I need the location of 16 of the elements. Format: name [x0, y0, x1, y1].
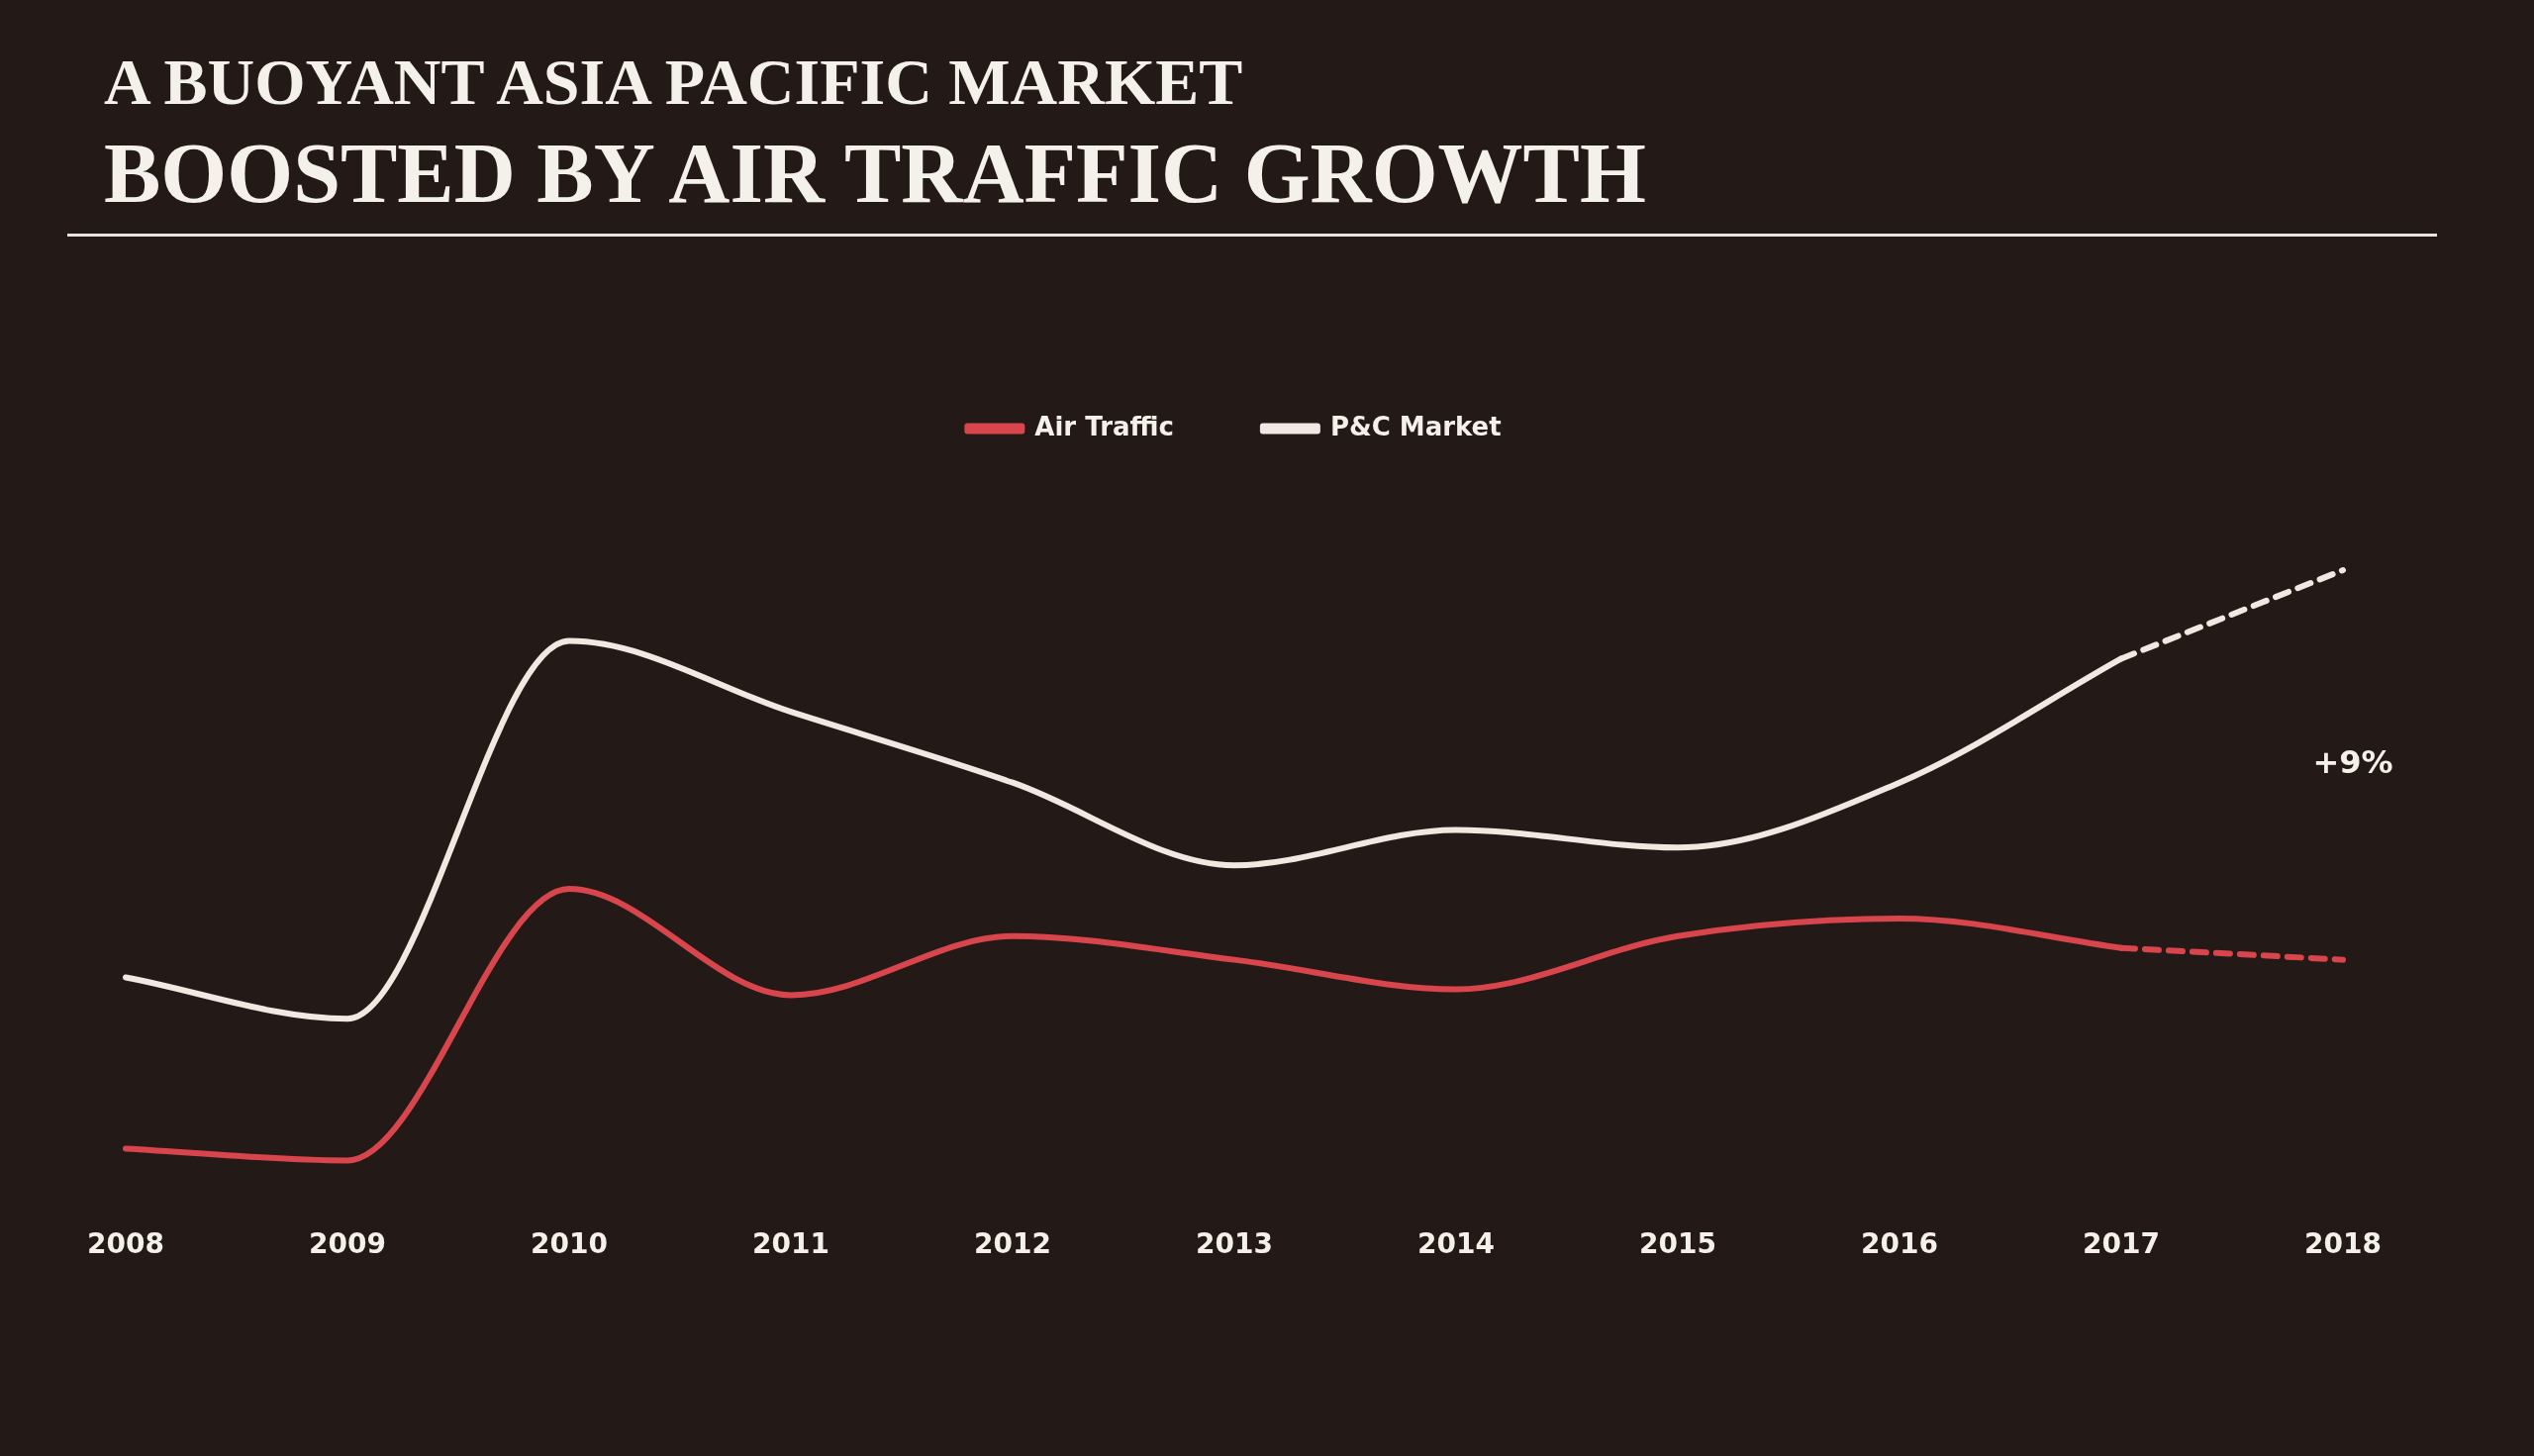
x-tick-label: 2016: [1861, 1227, 1938, 1261]
x-tick-label: 2008: [87, 1227, 164, 1261]
x-tick-label: 2014: [1417, 1227, 1495, 1261]
chart-title: A BUOYANT ASIA PACIFIC MARKET: [104, 45, 1243, 120]
x-tick-label: 2010: [531, 1227, 608, 1261]
chart-subtitle: BOOSTED BY AIR TRAFFIC GROWTH: [104, 125, 1646, 223]
legend-label: P&C Market: [1329, 411, 1502, 441]
annotation: +9%: [2312, 743, 2393, 782]
x-tick-label: 2011: [752, 1227, 829, 1261]
x-tick-label: 2017: [2083, 1227, 2160, 1261]
x-tick-label: 2012: [974, 1227, 1051, 1261]
x-tick-label: 2009: [309, 1227, 386, 1261]
x-tick-label: 2015: [1639, 1227, 1716, 1261]
x-tick-label: 2013: [1196, 1227, 1273, 1261]
legend-label: Air Traffic: [1034, 411, 1174, 441]
x-tick-label: 2018: [2304, 1227, 2382, 1261]
